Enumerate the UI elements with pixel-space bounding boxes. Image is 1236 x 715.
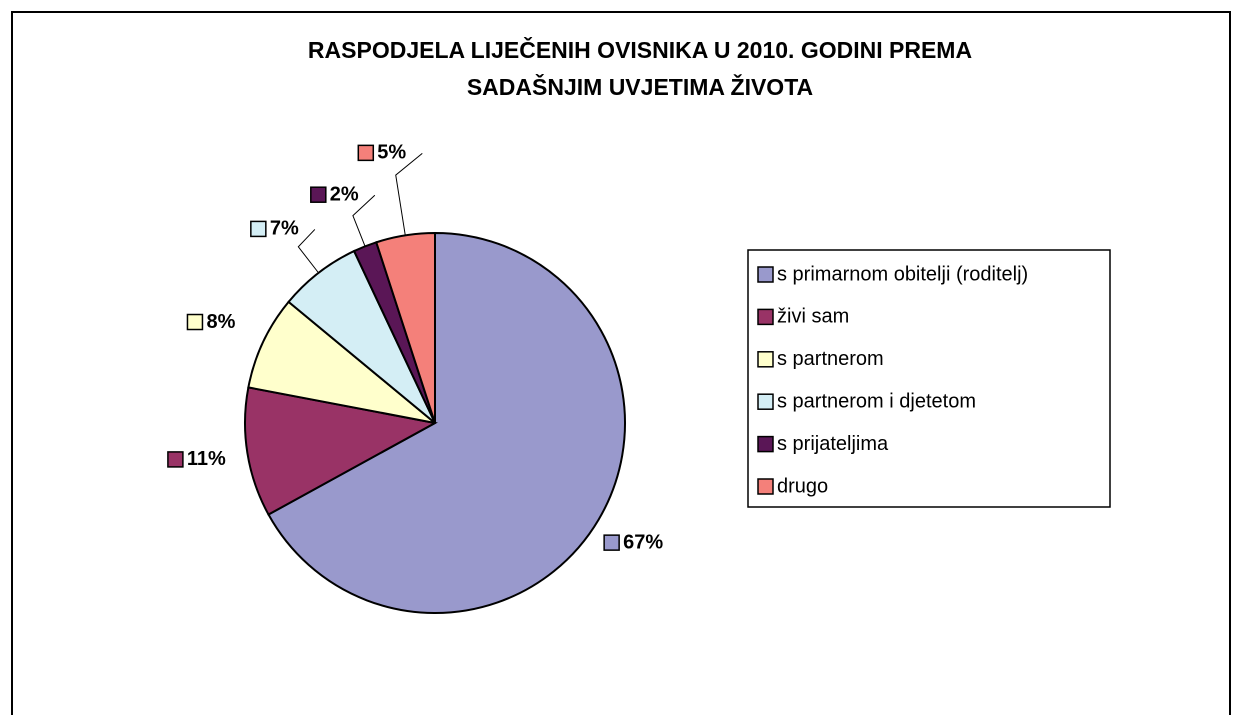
data-label: 7% xyxy=(270,218,299,240)
data-label: 5% xyxy=(377,142,406,164)
legend-box xyxy=(747,249,1111,508)
chart-title: RASPODJELA LIJEČENIH OVISNIKA U 2010. GO… xyxy=(308,36,972,63)
legend-swatch xyxy=(757,351,774,368)
data-label: 67% xyxy=(623,531,663,553)
legend-label: živi sam xyxy=(777,306,849,328)
leader-line xyxy=(352,194,376,247)
leader-line xyxy=(395,152,423,236)
chart-frame xyxy=(11,11,1231,715)
data-label-swatch xyxy=(357,144,375,162)
data-label-swatch xyxy=(186,313,204,331)
legend-swatch xyxy=(757,435,774,453)
data-label-swatch xyxy=(250,220,267,238)
pie-slice xyxy=(244,386,438,516)
legend-swatch xyxy=(757,266,774,283)
legend-label: s partnerom i djetetom xyxy=(777,390,976,412)
legend-label: drugo xyxy=(777,475,828,497)
chart-title: SADAŠNJIM UVJETIMA ŽIVOTA xyxy=(467,73,813,100)
pie-slice xyxy=(247,300,436,424)
data-label: 11% xyxy=(187,448,226,470)
pie-slice xyxy=(267,231,626,614)
leader-line xyxy=(297,229,319,274)
legend-swatch xyxy=(757,393,774,410)
data-label-swatch xyxy=(310,186,327,203)
data-label-swatch xyxy=(603,534,620,551)
legend-label: s primarnom obitelji (roditelj) xyxy=(777,263,1028,285)
legend-label: s prijateljima xyxy=(777,433,889,455)
data-label: 8% xyxy=(206,311,235,333)
legend-swatch xyxy=(757,478,774,495)
legend-label: s partnerom xyxy=(777,348,884,370)
legend-swatch xyxy=(757,308,774,326)
data-label: 2% xyxy=(330,183,359,205)
data-label-swatch xyxy=(167,451,184,468)
